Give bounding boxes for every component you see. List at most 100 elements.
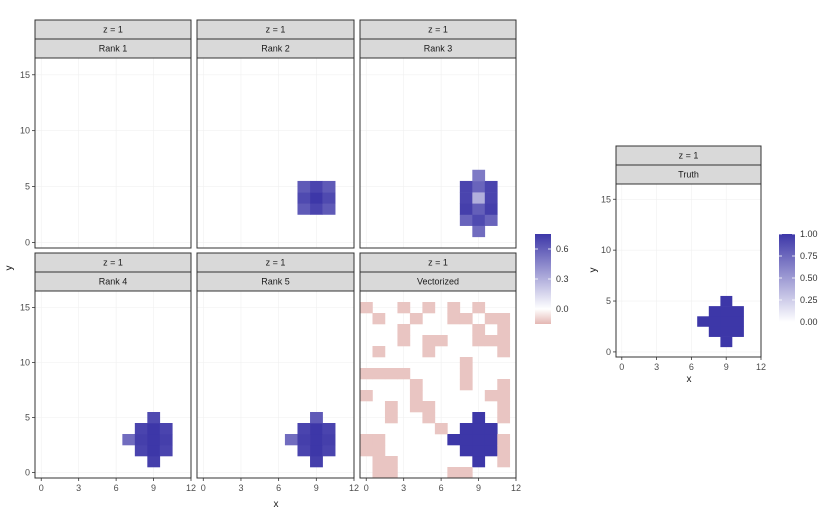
heatmap-tile [472,203,486,215]
heatmap-tile [422,401,436,413]
heatmap-tile [459,445,473,457]
heatmap-tile [720,295,733,307]
heatmap-tile [720,316,733,327]
x-axis-tick-label: 6 [114,483,119,493]
y-axis-tick-label: 15 [601,194,611,204]
heatmap-tile [497,346,511,358]
y-axis-tick-label: 10 [20,358,30,368]
x-axis-title: x [274,499,279,510]
heatmap-tile [372,313,386,325]
heatmap-tile [459,192,473,204]
panel-border [196,290,355,479]
y-axis-tick-label: 5 [606,296,611,306]
facet-panel-0: z = 1 Rank 1 0 5 10 15 [20,19,192,249]
x-axis-tick-label: 0 [619,362,624,372]
x-axis-tick-label: 9 [314,483,319,493]
colorbar-tick-label: 1.00 [800,229,818,239]
heatmap-tile [732,316,744,327]
heatmap-tile [497,324,511,336]
heatmap-tile [484,313,498,325]
heatmap-tile [484,214,498,226]
y-axis-tick-label: 15 [20,303,30,313]
heatmap-tile [720,326,733,337]
heatmap-tile [459,368,473,380]
y-axis-tick-label: 5 [25,413,30,423]
panel-background [35,58,191,248]
y-axis-tick-label: 0 [606,347,611,357]
heatmap-tile [720,336,733,348]
heatmap-tile [360,390,373,402]
y-axis-tick-label: 10 [20,126,30,136]
heatmap-tile [384,368,398,380]
heatmap-tile [322,445,336,457]
colorbar-tick-label: 0.00 [800,317,818,327]
heatmap-tile [372,445,386,457]
y-axis-tick-label: 0 [25,237,30,247]
heatmap-tile [134,423,148,435]
facet-strip-z-label: z = 1 [679,151,699,161]
heatmap-tile [484,335,498,347]
heatmap-tile [484,445,498,457]
facet-strip-z-label: z = 1 [266,258,286,268]
heatmap-tile [472,169,486,182]
facet-strip-z-label: z = 1 [103,25,123,35]
heatmap-tile [447,302,461,314]
heatmap-tile [484,180,498,193]
colorbar-tick-label: 0.75 [800,251,818,261]
heatmap-tile [459,214,473,226]
heatmap-tile [297,180,311,193]
heatmap-tile [459,434,473,446]
heatmap-tile [459,203,473,215]
heatmap-tile [422,346,436,358]
heatmap-tile [284,434,298,446]
truth-x-axis-title: x [687,374,692,385]
heatmap-tile [297,203,311,215]
x-axis-tick-label: 3 [654,362,659,372]
heatmap-tile [372,368,386,380]
heatmap-tile [310,203,323,215]
x-axis-tick-label: 3 [238,483,243,493]
heatmap-tile [360,368,373,380]
heatmap-tile [122,434,136,446]
heatmap-tile [159,445,173,457]
x-axis-tick-label: 6 [439,483,444,493]
panel-border [615,183,762,358]
heatmap-tile [459,379,473,391]
x-axis-tick-label: 3 [76,483,81,493]
heatmap-tile [459,423,473,435]
heatmap-tile [447,467,461,479]
heatmap-tile [310,445,323,457]
heatmap-tile [497,401,511,413]
heatmap-tile [720,306,733,317]
heatmap-tile [384,467,398,479]
x-axis-tick-label: 12 [349,483,359,493]
heatmap-tile [322,180,336,193]
heatmap-tile [484,192,498,204]
facet-strip-method-label: Rank 2 [261,44,290,54]
heatmap-tile [409,379,423,391]
heatmap-tile [397,302,411,314]
x-axis-tick-label: 9 [151,483,156,493]
heatmap-tile [459,357,473,369]
heatmap-tile [472,423,486,435]
heatmap-tile [472,302,486,314]
heatmap-tile [134,434,148,446]
heatmap-tile [397,368,411,380]
heatmap-tile [147,445,161,457]
heatmap-tile [310,412,323,424]
x-axis-tick-label: 12 [756,362,766,372]
y-axis-title: y [4,266,15,271]
colorbar-tick-label: 0.0 [556,304,569,314]
heatmap-tile [472,456,486,468]
heatmap-tile [297,192,311,204]
x-axis-tick-label: 9 [476,483,481,493]
heatmap-tile [732,326,744,337]
heatmap-tile [708,326,721,337]
colorbar-tick-label: 0.6 [556,244,569,254]
heatmap-tile [397,324,411,336]
heatmap-tile [159,423,173,435]
y-axis-tick-label: 15 [20,70,30,80]
facet-panel-0-truth: z = 1 Truth 0 5 10 15 0 3 6 9 12 [601,145,766,372]
heatmap-tile [472,180,486,193]
